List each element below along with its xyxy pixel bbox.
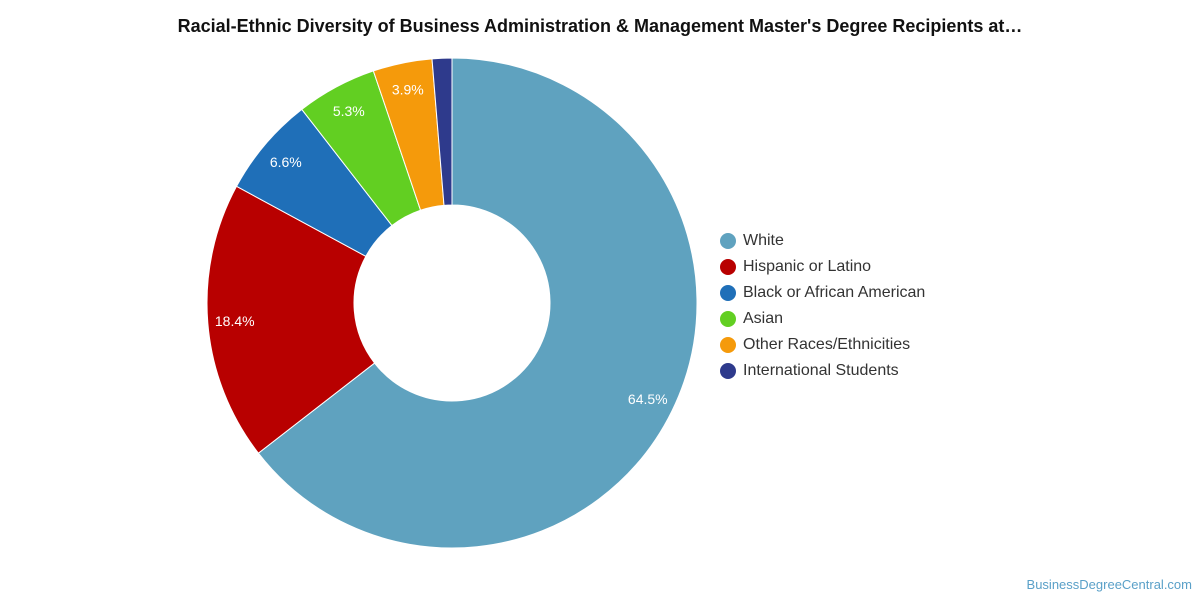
legend-swatch [720, 337, 736, 353]
slice-label: 64.5% [628, 391, 668, 407]
slice-label: 5.3% [333, 103, 365, 119]
legend-label: Black or African American [743, 284, 926, 301]
legend-item[interactable]: International Students [720, 358, 925, 384]
legend-label: Hispanic or Latino [743, 258, 872, 275]
legend-swatch [720, 363, 736, 379]
legend-item[interactable]: White [720, 228, 925, 254]
legend-label: Asian [743, 310, 784, 327]
legend-label: Other Races/Ethnicities [743, 336, 911, 353]
slice-international-students[interactable] [431, 57, 453, 206]
slice-label: 18.4% [215, 313, 255, 329]
slice-label: 3.9% [392, 82, 424, 98]
legend-item[interactable]: Hispanic or Latino [720, 254, 925, 280]
slice-hispanic-or-latino[interactable] [206, 185, 376, 454]
legend-swatch [720, 233, 736, 249]
legend-swatch [720, 285, 736, 301]
source-credit[interactable]: BusinessDegreeCentral.com [1026, 577, 1192, 592]
legend-label: White [743, 232, 784, 249]
legend-item[interactable]: Other Races/Ethnicities [720, 332, 925, 358]
slice-label: 6.6% [270, 154, 302, 170]
legend-item[interactable]: Asian [720, 306, 925, 332]
legend-label: International Students [743, 362, 899, 379]
legend-swatch [720, 259, 736, 275]
chart-title: Racial-Ethnic Diversity of Business Admi… [177, 16, 1023, 36]
chart-legend: White Hispanic or Latino Black or African … [720, 228, 925, 384]
donut-slices [206, 57, 698, 549]
slice-white[interactable] [257, 57, 698, 549]
legend-item[interactable]: Black or African American [720, 280, 925, 306]
slice-labels: 64.5% 18.4% 6.6% 5.3% 3.9% [215, 82, 668, 407]
legend-swatch [720, 311, 736, 327]
